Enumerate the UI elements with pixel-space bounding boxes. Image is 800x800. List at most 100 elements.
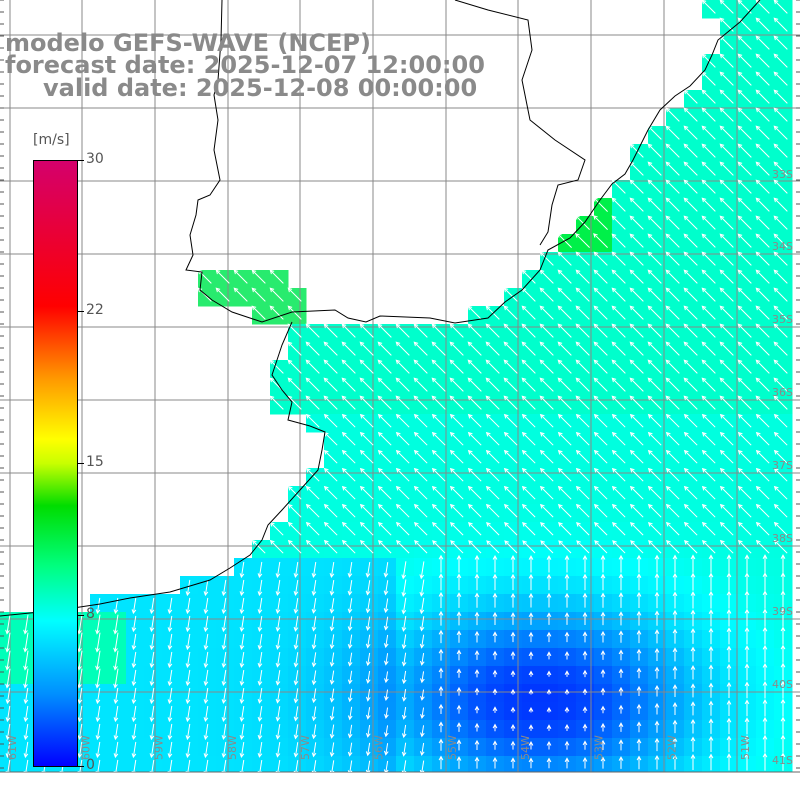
- wind-arrow: [251, 287, 266, 302]
- wind-arrow: [347, 580, 353, 596]
- wind-arrow: [737, 269, 752, 284]
- wind-arrow: [701, 359, 716, 374]
- wind-arrow: [618, 611, 624, 626]
- wind-arrow: [215, 269, 230, 284]
- wind-arrow: [539, 413, 554, 428]
- wind-arrow: [5, 687, 11, 705]
- wind-arrow: [185, 597, 191, 615]
- wind-arrow: [438, 554, 444, 573]
- wind-arrow: [305, 503, 320, 518]
- wind-arrow: [456, 649, 462, 661]
- wind-arrow: [23, 668, 29, 689]
- wind-arrow: [665, 107, 680, 122]
- wind-arrow: [323, 359, 338, 374]
- colorbar-unit: [m/s]: [33, 132, 70, 148]
- wind-arrow: [167, 651, 173, 669]
- wind-arrow: [359, 485, 374, 500]
- coastline: [185, 0, 761, 324]
- latitude-label: 39S: [772, 605, 793, 618]
- wind-arrow: [546, 688, 552, 695]
- wind-arrow: [546, 670, 552, 677]
- wind-arrow: [221, 741, 227, 759]
- wind-arrow: [185, 723, 191, 741]
- wind-arrow: [546, 651, 552, 660]
- wind-arrow: [539, 503, 554, 518]
- wind-arrow: [575, 287, 590, 302]
- wind-arrow: [546, 757, 552, 769]
- wind-arrow: [528, 706, 534, 713]
- wind-arrow: [239, 669, 245, 686]
- wind-arrow: [203, 705, 209, 723]
- wind-arrow: [329, 561, 335, 578]
- wind-arrow: [383, 760, 389, 772]
- wind-arrow: [486, 540, 500, 554]
- wind-arrow: [636, 648, 642, 661]
- wind-arrow: [629, 143, 644, 158]
- wind-arrow: [773, 287, 788, 302]
- wind-arrow: [773, 449, 788, 464]
- wind-arrow: [503, 485, 518, 500]
- wind-arrow: [780, 752, 786, 771]
- wind-arrow: [575, 305, 590, 320]
- wind-arrow: [737, 287, 752, 302]
- wind-arrow: [293, 561, 299, 579]
- wind-arrow: [719, 125, 734, 140]
- wind-arrow: [600, 739, 606, 751]
- wind-arrow: [474, 650, 480, 660]
- wind-arrow: [503, 377, 518, 392]
- wind-arrow: [95, 705, 101, 723]
- wind-arrow: [510, 670, 516, 677]
- wind-arrow: [341, 503, 356, 518]
- wind-arrow: [377, 521, 392, 536]
- wind-arrow: [744, 572, 750, 591]
- wind-arrow: [377, 359, 392, 374]
- wind-arrow: [467, 413, 482, 428]
- wind-arrow: [719, 341, 734, 356]
- wind-arrow: [131, 759, 137, 772]
- wind-arrow: [287, 305, 302, 320]
- wind-arrow: [773, 431, 788, 446]
- wind-arrow: [690, 646, 696, 662]
- wind-arrow: [701, 323, 716, 338]
- wind-arrow: [683, 233, 698, 248]
- wind-arrow: [329, 760, 335, 772]
- wind-arrow: [701, 125, 716, 140]
- wind-arrow: [629, 287, 644, 302]
- wind-arrow: [419, 760, 425, 772]
- latitude-label: 36S: [772, 386, 793, 399]
- wind-arrow: [377, 467, 392, 482]
- wind-arrow: [287, 485, 302, 500]
- wind-arrow: [485, 449, 500, 464]
- wind-arrow: [221, 651, 227, 669]
- wind-arrow: [755, 197, 770, 212]
- wind-arrow: [773, 539, 788, 554]
- wind-arrow: [221, 669, 227, 687]
- wind-arrow: [485, 485, 500, 500]
- wind-arrow: [257, 615, 263, 632]
- wind-arrow: [113, 741, 119, 759]
- wind-arrow: [503, 323, 518, 338]
- wind-arrow: [647, 359, 662, 374]
- wind-arrow: [347, 652, 353, 667]
- wind-arrow: [492, 592, 498, 608]
- wind-arrow: [683, 359, 698, 374]
- wind-arrow: [611, 377, 626, 392]
- wind-arrow: [564, 573, 570, 591]
- wind-arrow: [257, 651, 263, 668]
- wind-arrow: [647, 395, 662, 410]
- wind-arrow: [95, 723, 101, 741]
- wind-arrow: [701, 467, 716, 482]
- wind-arrow: [611, 431, 626, 446]
- wind-arrow: [773, 323, 788, 338]
- wind-arrow: [701, 215, 716, 230]
- wind-arrow: [521, 449, 536, 464]
- wind-arrow: [185, 651, 191, 669]
- wind-arrow: [755, 377, 770, 392]
- wind-arrow: [419, 561, 425, 580]
- wind-arrow: [305, 485, 320, 500]
- wind-arrow: [564, 688, 570, 695]
- wind-arrow: [449, 413, 464, 428]
- wind-arrow: [431, 377, 446, 392]
- wind-arrow: [377, 539, 392, 554]
- wind-arrow: [113, 668, 119, 689]
